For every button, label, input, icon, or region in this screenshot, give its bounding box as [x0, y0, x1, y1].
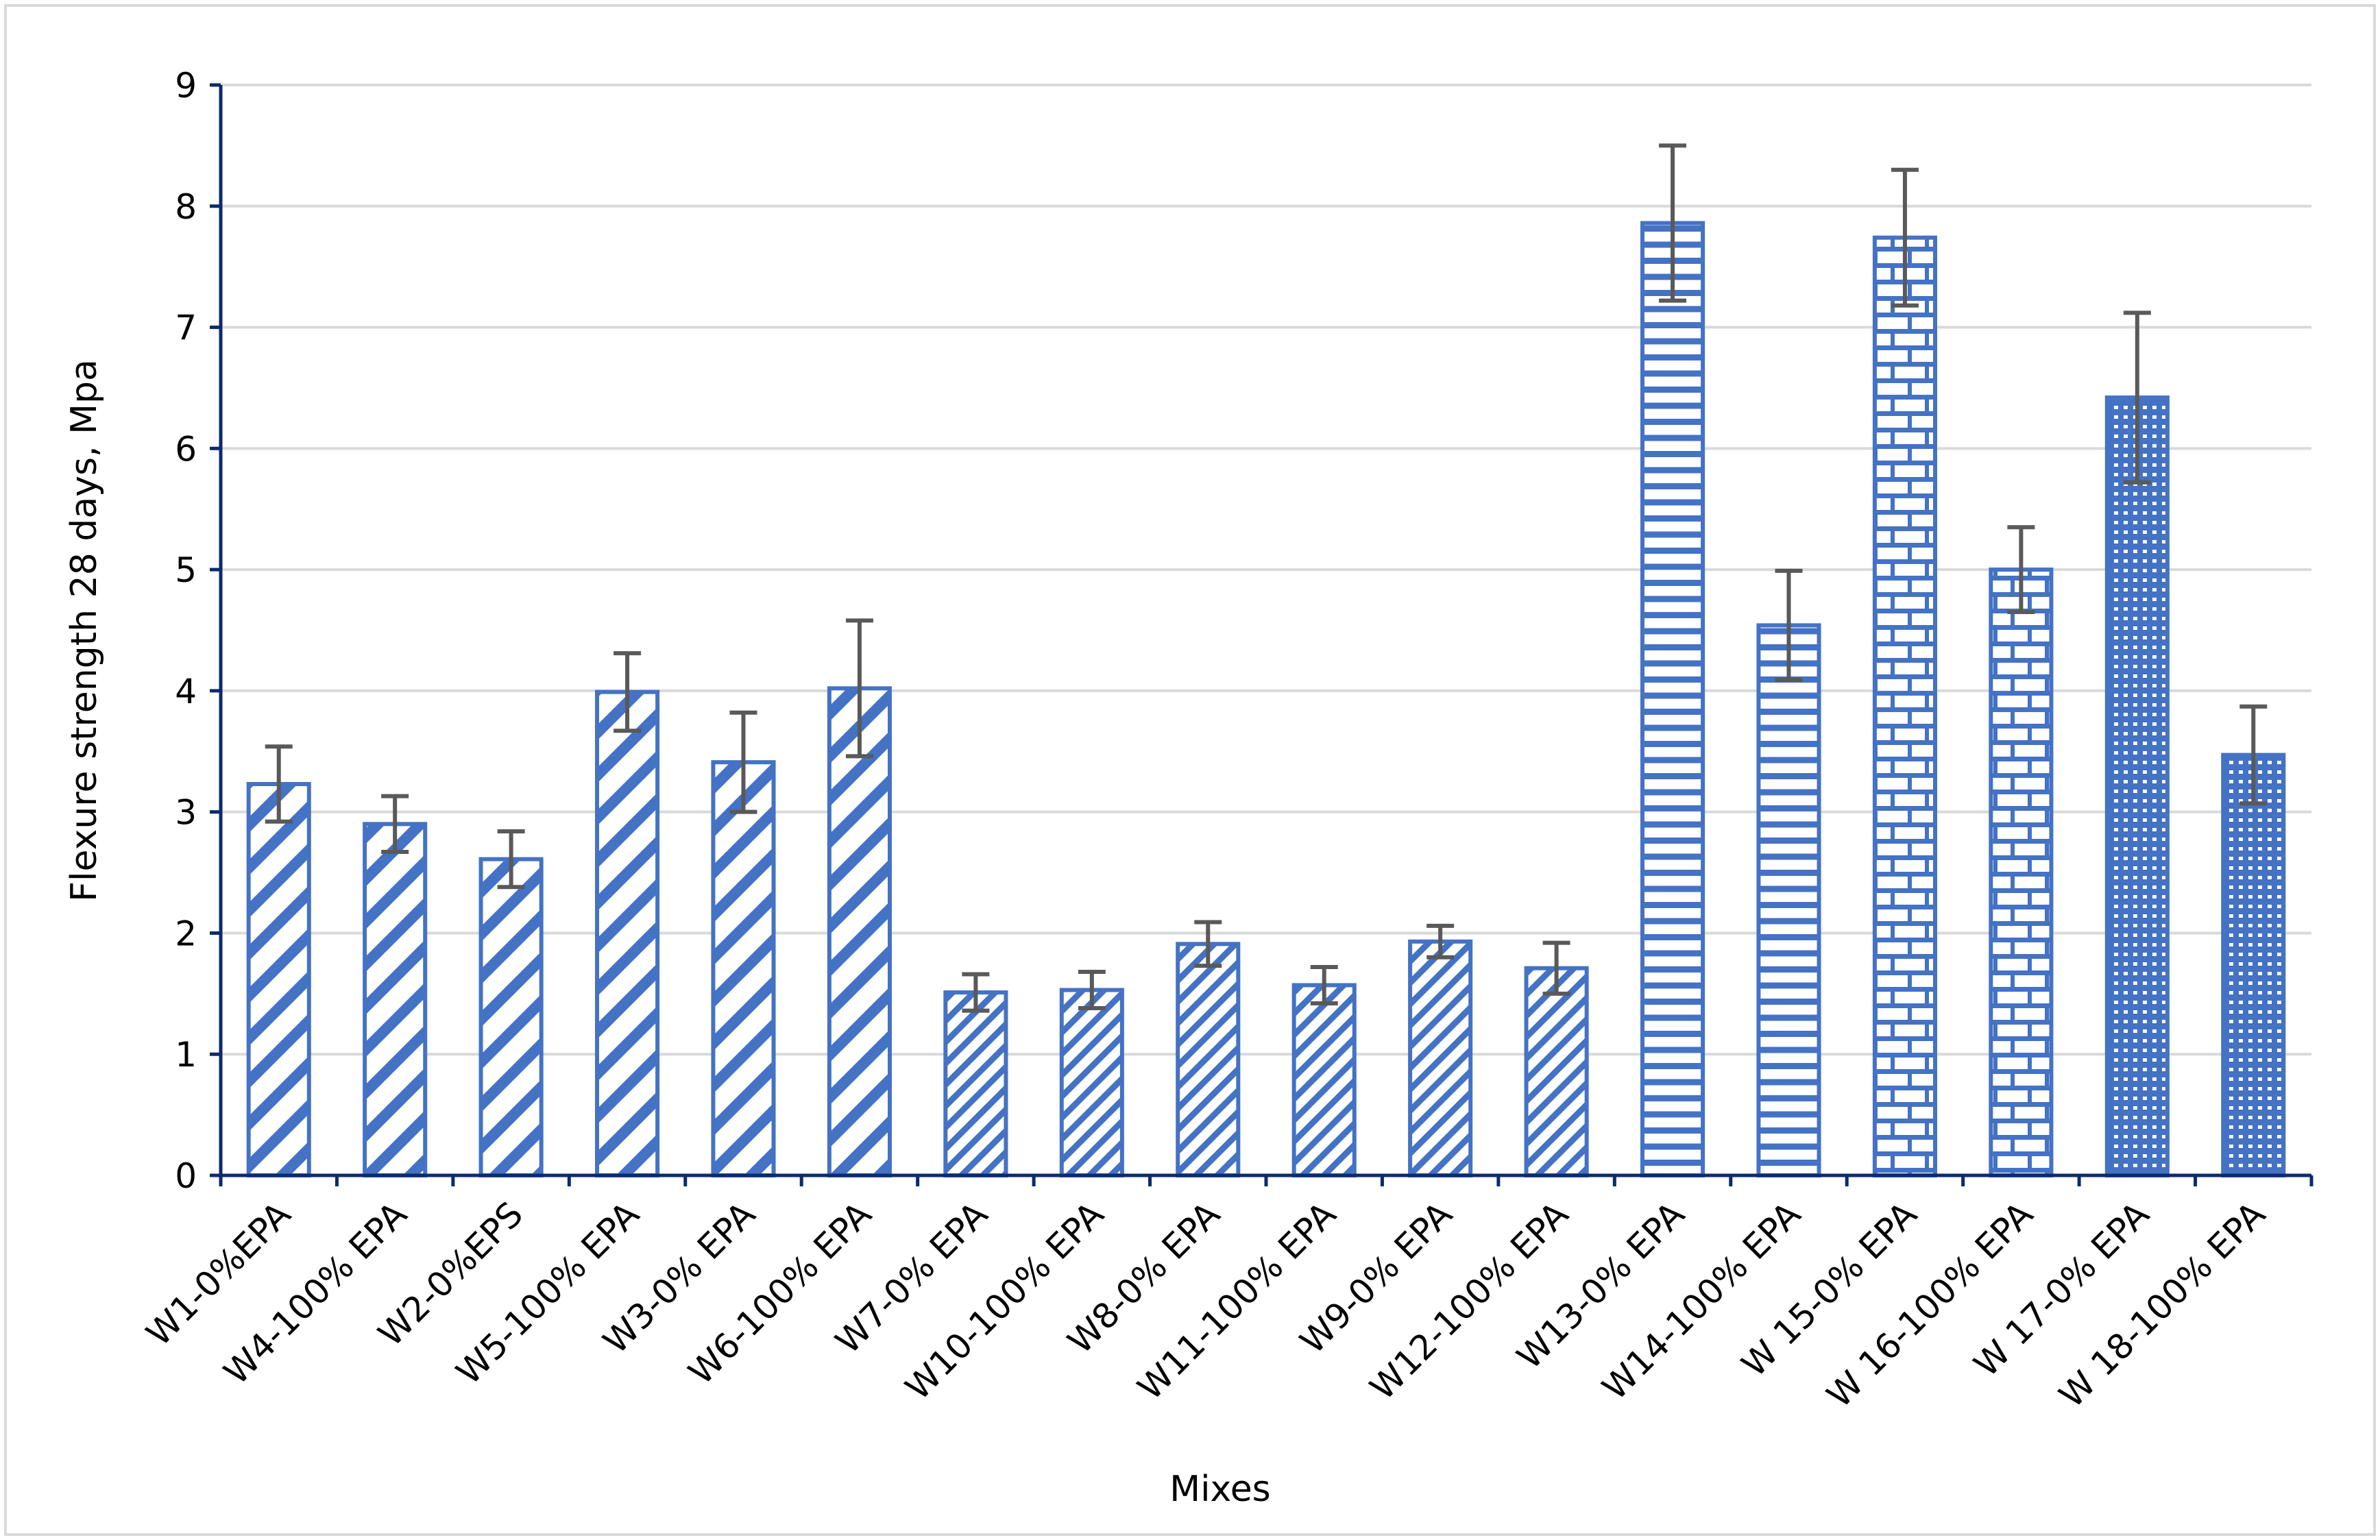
error-bars: [265, 143, 2268, 1013]
y-tick-label: 1: [175, 1035, 197, 1075]
bar: [1756, 623, 1821, 1177]
bar: [943, 990, 1008, 1177]
bar: [1408, 939, 1473, 1177]
bar: [711, 760, 776, 1177]
bar: [1640, 221, 1705, 1178]
chart-border: [4, 4, 2376, 1536]
bar: [478, 857, 544, 1177]
y-tick-label: 6: [175, 429, 197, 469]
bar: [1059, 988, 1124, 1178]
y-tick-label: 5: [175, 550, 197, 590]
bar: [1176, 942, 1241, 1178]
x-axis-title: Mixes: [1169, 1469, 1271, 1510]
y-tick-label: 2: [175, 914, 197, 953]
bar: [2104, 395, 2170, 1177]
gridlines: [221, 84, 2311, 1056]
bar: [2221, 753, 2286, 1177]
bar: [1524, 966, 1589, 1177]
y-tick-label: 0: [175, 1156, 197, 1196]
bar: [1291, 983, 1357, 1177]
y-tick-label: 9: [175, 66, 197, 106]
bar: [1872, 235, 1938, 1177]
y-tick-label: 8: [175, 187, 197, 227]
bar: [595, 689, 660, 1177]
y-tick-label: 4: [175, 672, 197, 711]
bars: [246, 221, 2286, 1178]
bar: [246, 782, 311, 1178]
axes: [210, 83, 2314, 1186]
y-tick-label: 3: [175, 793, 197, 833]
y-tick-label: 7: [175, 308, 197, 348]
y-axis-title: Flexure strength 28 days, Mpa: [64, 359, 105, 902]
bar: [827, 686, 892, 1177]
bar: [363, 822, 428, 1178]
y-tick-labels: 0 1 2 3 4 5 6 7 8 9: [175, 66, 197, 1196]
bar: [1989, 567, 2054, 1177]
